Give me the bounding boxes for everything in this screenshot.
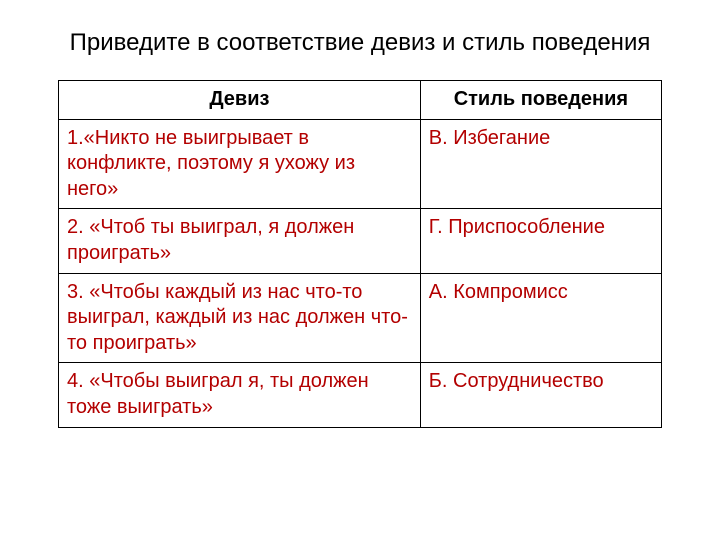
cell-style: А. Компромисс <box>420 273 661 363</box>
table-row: 3. «Чтобы каждый из нас что-то выиграл, … <box>59 273 662 363</box>
cell-style: Б. Сотрудничество <box>420 363 661 427</box>
page-title: Приведите в соответствие девиз и стиль п… <box>58 28 662 58</box>
matching-table: Девиз Стиль поведения 1.«Никто не выигры… <box>58 80 662 428</box>
table-row: 2. «Чтоб ты выиграл, я должен проиграть»… <box>59 209 662 273</box>
cell-motto: 3. «Чтобы каждый из нас что-то выиграл, … <box>59 273 421 363</box>
header-motto: Девиз <box>59 81 421 120</box>
table-row: 1.«Никто не выигрывает в конфликте, поэт… <box>59 119 662 209</box>
cell-motto: 1.«Никто не выигрывает в конфликте, поэт… <box>59 119 421 209</box>
header-style: Стиль поведения <box>420 81 661 120</box>
cell-style: В. Избегание <box>420 119 661 209</box>
table-row: 4. «Чтобы выиграл я, ты должен тоже выиг… <box>59 363 662 427</box>
cell-motto: 4. «Чтобы выиграл я, ты должен тоже выиг… <box>59 363 421 427</box>
cell-style: Г. Приспособление <box>420 209 661 273</box>
cell-motto: 2. «Чтоб ты выиграл, я должен проиграть» <box>59 209 421 273</box>
table-header-row: Девиз Стиль поведения <box>59 81 662 120</box>
